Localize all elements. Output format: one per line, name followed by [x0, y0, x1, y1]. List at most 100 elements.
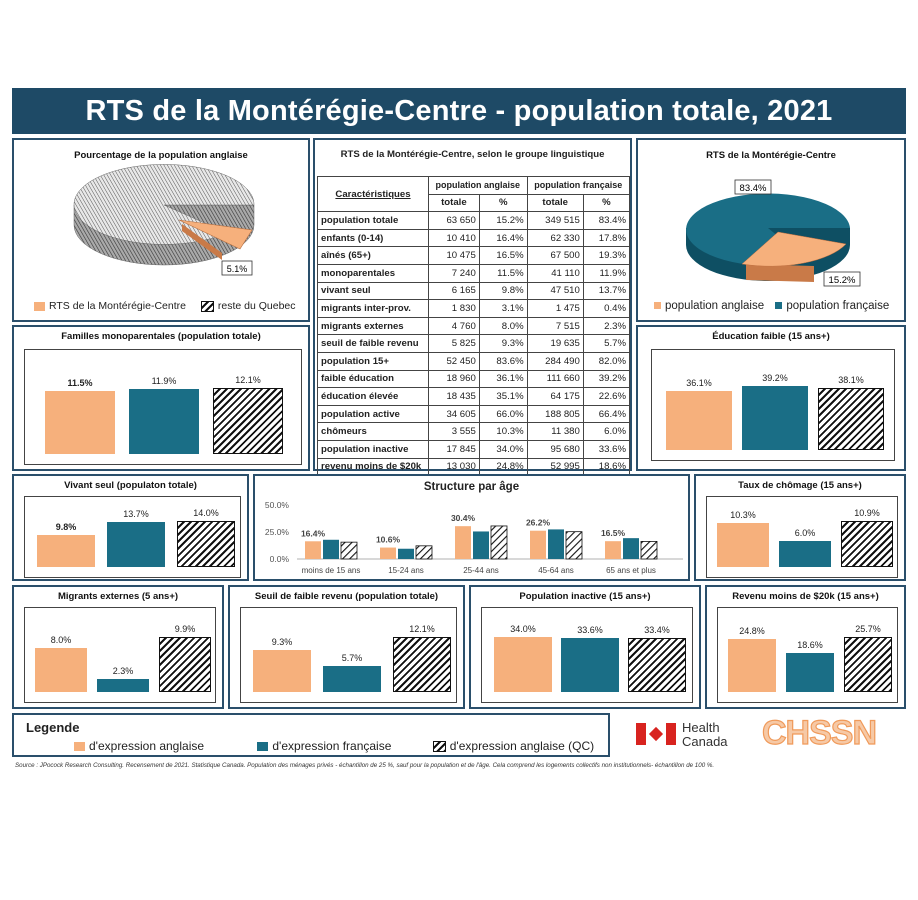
table-cell: 95 680 — [526, 439, 584, 459]
age-bar-4-1 — [623, 538, 639, 559]
table-header-row: Caractéristiques population anglaise pop… — [317, 175, 631, 213]
table-cell: 82.0% — [582, 351, 631, 371]
bar-label-migrants-0: 8.0% — [50, 634, 72, 645]
pie-rts-slice-english-side — [746, 264, 814, 282]
table-cell: 10 410 — [428, 228, 480, 248]
bar-migrants-0 — [35, 647, 87, 692]
table-panel: RTS de la Montérégie-Centre, selon le gr… — [313, 138, 632, 494]
age-chart-title: Structure par âge — [423, 481, 520, 493]
table-cell: 47 510 — [526, 281, 584, 301]
bar-seuil-1 — [323, 666, 381, 692]
pie-english-legend: RTS de la Montérégie-Centre reste du Que… — [34, 300, 296, 312]
table-cell: 64 175 — [526, 387, 584, 406]
age-bar-3-1 — [548, 529, 564, 559]
pie-english-slice-rts-side — [182, 224, 222, 260]
legend-swatch-french — [775, 302, 783, 310]
table-cell: 1 830 — [428, 299, 480, 318]
age-chart-panel: Structure par âge 50.0% 25.0% 0.0% 16.4% moi… — [253, 474, 690, 581]
age-bar-2-0 — [455, 526, 471, 559]
table-cell: 19.3% — [582, 246, 631, 265]
table-cell: 18 435 — [428, 387, 480, 406]
age-y-tick: 0.0% — [270, 554, 290, 564]
table-cell: 66.4% — [582, 404, 631, 424]
table-row: population inactive 17 845 34.0% 95 680 33.6… — [317, 439, 631, 459]
bar-vivant-1 — [107, 521, 165, 567]
chart-plot-area-familles: 11.5% 11.9% 12.1% — [24, 349, 302, 465]
legend-label-french: population française — [786, 300, 890, 312]
chart-panel-inactive: Population inactive (15 ans+) 34.0% 33.6% 3… — [469, 585, 701, 709]
table-row-label: seuil de faible revenu — [317, 334, 429, 353]
table-cell: 9.8% — [478, 281, 528, 301]
age-bar-3-0 — [530, 530, 546, 559]
age-bar-2-1 — [473, 531, 489, 559]
table-cell: 18.6% — [582, 457, 631, 477]
table-cell: 34.0% — [478, 439, 528, 459]
table-cell: 188 805 — [526, 404, 584, 424]
table-cell: 13.7% — [582, 281, 631, 301]
table-cell: 1 475 — [526, 299, 584, 318]
table-cell: 4 760 — [428, 316, 480, 336]
legend-item-english: d'expression anglaise — [89, 739, 205, 753]
bar-label-seuil-0: 9.3% — [271, 637, 293, 648]
data-table: Caractéristiques population anglaise pop… — [317, 175, 631, 494]
table-cell: 24.8% — [478, 457, 528, 477]
table-row-label: vivant seul — [317, 281, 429, 301]
pie-rts-legend: population anglaise population française — [654, 300, 889, 312]
canada-flag-icon — [636, 723, 676, 745]
chart-title-revenu: Revenu moins de $20k (15 ans+) — [732, 591, 879, 602]
pie-english-slice-rts — [178, 219, 253, 250]
bar-label-education-2: 38.1% — [838, 375, 864, 385]
table-cell: 10.3% — [478, 422, 528, 441]
table-header-french: population française — [526, 176, 631, 195]
bar-migrants-2 — [159, 637, 211, 692]
legend-swatch-english — [654, 302, 661, 310]
table-cell: 41 110 — [526, 263, 584, 283]
table-cell: 8.0% — [478, 316, 528, 336]
table-row: enfants (0-14) 10 410 16.4% 62 330 17.8% — [317, 228, 631, 248]
table-cell: 52 450 — [428, 351, 480, 371]
bar-revenu-1 — [786, 652, 834, 692]
pie-english-panel: Pourcentage de la population anglaise 5.… — [12, 138, 310, 322]
table-cell: 13 030 — [428, 457, 480, 477]
bar-familles-0 — [45, 391, 115, 454]
table-row-label: population totale — [317, 211, 429, 230]
table-row-label: population 15+ — [317, 351, 429, 371]
age-bar-0-0 — [305, 541, 321, 559]
bar-revenu-0 — [728, 639, 776, 692]
bar-label-inactive-0: 34.0% — [510, 624, 536, 635]
age-bar-4-0 — [605, 541, 621, 559]
chart-panel-familles: Familles monoparentales (population tota… — [12, 325, 310, 471]
legend-label-rest: reste du Quebec — [217, 300, 296, 312]
table-cell: 18 960 — [428, 369, 480, 389]
table-row-label: chômeurs — [317, 422, 429, 441]
table-cell: 63 650 — [428, 211, 480, 230]
table-row: population totale 63 650 15.2% 349 515 83.4% — [317, 211, 631, 230]
age-bar-label: 30.4% — [451, 513, 476, 523]
table-row-label: migrants externes — [317, 316, 429, 336]
age-y-tick: 50.0% — [265, 500, 290, 510]
age-bar-2-2 — [490, 525, 508, 560]
chart-plot-area-vivant: 9.8% 13.7% 14.0% — [24, 496, 241, 578]
table-subheader-total: totale — [428, 193, 480, 213]
bar-label-revenu-2: 25.7% — [855, 624, 881, 635]
table-cell: 6 165 — [428, 281, 480, 301]
chart-title-chomage: Taux de chômage (15 ans+) — [738, 480, 862, 491]
bar-vivant-2 — [177, 520, 235, 567]
table-row: migrants inter-prov. 1 830 3.1% 1 475 0.4% — [317, 299, 631, 318]
table-row-label: monoparentales — [317, 263, 429, 283]
table-row-label: enfants (0-14) — [317, 228, 429, 248]
chart-title-education: Éducation faible (15 ans+) — [712, 331, 830, 342]
chart-plot-area-migrants: 8.0% 2.3% 9.9% — [24, 607, 216, 703]
bar-seuil-0 — [253, 650, 311, 692]
table-cell: 10 475 — [428, 246, 480, 265]
legend-swatch-english — [74, 742, 85, 752]
bar-inactive-1 — [561, 638, 619, 692]
legend-label-english: population anglaise — [665, 300, 765, 312]
bar-label-seuil-1: 5.7% — [341, 653, 363, 664]
pie-rts-title: RTS de la Montérégie-Centre — [706, 150, 836, 161]
table-subheader-pct: % — [582, 193, 631, 213]
table-cell: 17 845 — [428, 439, 480, 459]
table-cell: 36.1% — [478, 369, 528, 389]
table-cell: 3 555 — [428, 422, 480, 441]
pie-rts-chart: 83.4% 15.2% — [686, 179, 861, 287]
